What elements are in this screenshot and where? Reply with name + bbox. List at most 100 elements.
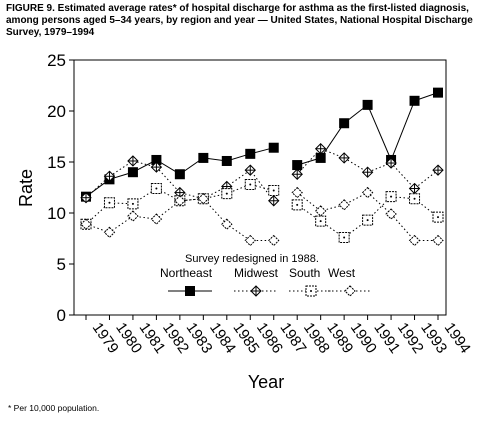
point-midwest [432,164,444,176]
legend-label-south: South [289,266,320,280]
legend-label-west: West [328,266,356,280]
legend-marker-south [305,285,317,297]
point-south [315,215,327,227]
point-northeast [268,142,279,153]
series-line-west [85,198,274,241]
marker-center [437,216,439,219]
marker-center [310,290,312,292]
marker-shape [127,167,138,178]
point-northeast [174,169,185,180]
point-west [174,195,186,207]
point-south [127,198,139,210]
point-midwest [314,143,327,155]
marker-shape [80,218,92,230]
marker-shape [361,186,374,199]
y-axis-label: Rate [16,169,36,207]
redesign-annotation: Survey redesigned in 1988. [185,253,319,265]
marker-shape [433,87,443,98]
point-south [385,191,397,203]
legend-label-midwest: Midwest [234,266,279,280]
marker-center [319,220,322,223]
point-midwest [80,191,92,204]
point-northeast [409,95,420,106]
marker-center [225,192,228,195]
marker-shape [268,142,279,153]
point-northeast [433,87,443,98]
marker-shape [198,152,209,163]
point-south [291,199,303,211]
point-west [103,226,116,239]
point-northeast [198,152,209,163]
marker-shape [339,118,350,129]
point-northeast [127,167,138,178]
point-west [127,210,139,222]
marker-shape [408,234,421,247]
legend-marker-midwest [250,285,262,297]
marker-shape [127,210,139,222]
legend-marker-northeast [185,286,195,296]
point-midwest [150,161,163,173]
marker-shape [344,285,356,297]
point-northeast [339,118,350,129]
marker-shape [292,160,303,171]
series-markers [80,87,444,247]
marker-shape [150,213,163,225]
x-axis-ticks: 1979198019811982198319841985198619871988… [85,315,474,357]
marker-shape [174,195,186,207]
marker-shape [409,95,420,106]
marker-center [343,236,346,239]
marker-shape [432,234,444,247]
point-northeast [315,152,326,163]
point-west [361,186,374,199]
point-west [338,199,350,211]
point-south [221,188,233,200]
point-midwest [408,182,421,195]
marker-shape [197,193,210,205]
marker-shape [245,148,256,159]
point-south [409,193,421,205]
point-west [408,234,421,247]
footnote: * Per 10,000 population. [8,403,100,413]
marker-center [249,183,252,186]
point-midwest [127,155,139,167]
marker-center [272,189,275,192]
x-tick-label: 1994 [441,320,474,357]
marker-center [413,197,416,200]
marker-shape [314,205,327,217]
marker-shape [221,155,232,166]
x-axis-label: Year [248,372,284,392]
marker-center [366,219,369,222]
legend-label-northeast: Northeast [160,266,213,280]
marker-center [155,187,158,190]
point-midwest [338,152,350,164]
point-west [268,234,280,247]
point-south [103,197,115,209]
point-midwest [291,168,303,180]
marker-shape [244,234,256,247]
marker-shape [221,218,233,230]
series-lines [85,92,439,241]
marker-shape [151,154,162,165]
point-south [338,231,350,243]
marker-center [108,201,111,204]
figure-title: FIGURE 9. Estimated average rates* of ho… [6,3,473,38]
point-west [291,186,303,199]
legend-marker-west [344,285,356,297]
point-northeast [151,154,162,165]
point-midwest [103,170,116,182]
point-midwest [385,157,397,169]
point-northeast [245,148,256,159]
marker-shape [268,234,280,247]
y-tick-label: 15 [47,153,66,172]
point-west [314,205,327,217]
point-midwest [268,195,280,207]
point-south [244,178,256,190]
point-south [432,211,444,223]
point-west [432,234,444,247]
point-west [244,234,256,247]
marker-center [131,202,134,205]
point-midwest [361,166,374,178]
y-tick-label: 5 [57,255,66,274]
marker-shape [291,186,303,199]
marker-shape [174,169,185,180]
